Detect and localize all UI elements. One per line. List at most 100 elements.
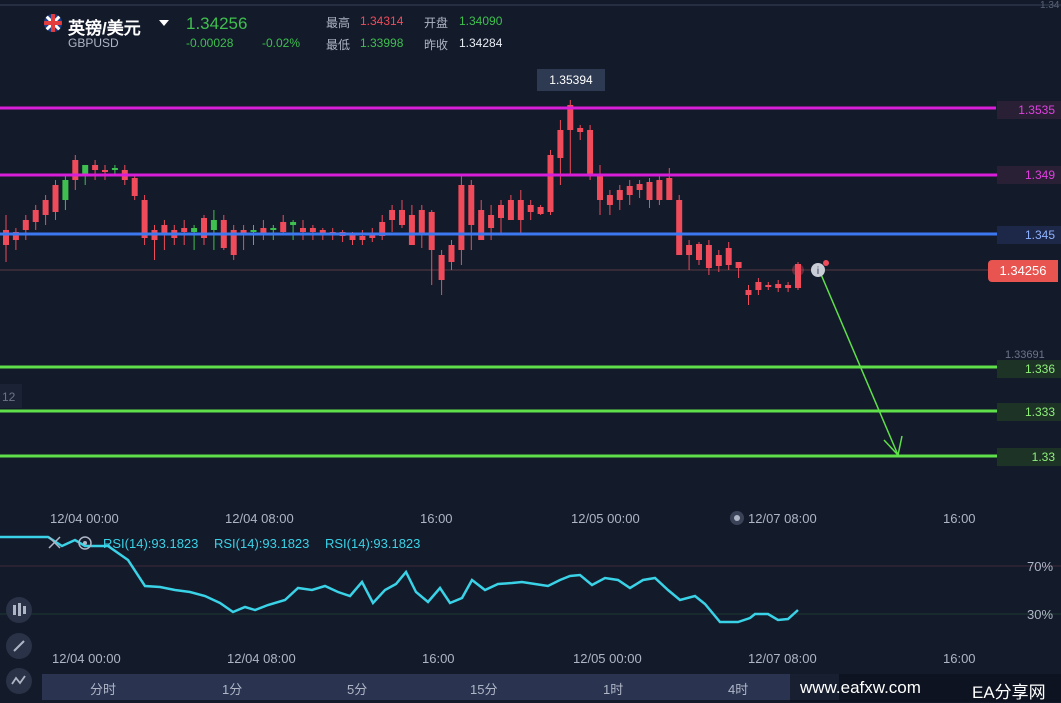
candle-body [656,180,663,200]
watermark-site: www.eafxw.com [800,678,921,697]
left-axis-cut-label: 12 [2,390,16,404]
watermark-brand: EA分享网 [972,683,1046,702]
candle-body [418,210,425,235]
timeframe-5m[interactable]: 5分 [347,682,368,697]
candle-body [230,230,237,255]
horizontal-price-lines[interactable] [0,106,997,458]
time-label-5: 12/07 08:00 [748,511,817,526]
candle-body [765,285,772,287]
candle-body [557,130,564,158]
rsi-legend-3: RSI(14):93.1823 [325,536,421,551]
rsi-time-label-2: 12/04 08:00 [227,651,296,666]
chevron-down-icon[interactable] [159,20,169,26]
crosshair-dot-icon[interactable] [730,511,744,525]
candle-body [349,235,356,240]
candle-body [62,180,69,200]
last-price: 1.34256 [186,14,248,33]
candle-body [646,182,653,200]
candle-body [92,165,99,170]
timeframe-1h[interactable]: 1时 [603,682,624,697]
rsi-legend-1: RSI(14):93.1823 [103,536,199,551]
low-tick-label: 1.33691 [1005,349,1045,361]
price-line-tag-4: 1.336 [997,360,1061,378]
prev-close-value: 1.34284 [459,36,503,50]
candle-body [676,200,683,255]
candle-body [102,170,108,172]
rsi-level-70: 70% [1027,559,1054,574]
rsi-level-30: 30% [1027,607,1054,622]
timeframe-bar [42,674,839,700]
rsi-time-label-5: 12/07 08:00 [748,651,817,666]
time-label-3: 16:00 [420,511,453,526]
candle-body [290,222,297,225]
candle-body [141,200,148,238]
candle-body [597,175,603,200]
candle-body [606,195,613,205]
candle-body [745,290,752,295]
prev-close-label: 昨收 [424,38,449,52]
high-label: 最高 [326,16,351,30]
candle-body [270,228,277,230]
svg-text:i: i [817,266,819,277]
candle-body [735,262,742,268]
timeframe-15m[interactable]: 15分 [470,682,498,697]
instrument-title[interactable]: 英镑/美元 [68,19,141,38]
candle-body [52,185,59,212]
candle-body [468,185,475,225]
candle-body [666,178,673,200]
info-marker-icon[interactable]: i [792,260,829,277]
candle-body [260,228,267,235]
candle-style-icon[interactable] [6,597,32,623]
candle-body [547,155,554,212]
candle-body [42,200,49,215]
candle-body [22,220,29,230]
uk-us-flag-icon [44,14,62,32]
draw-pen-icon[interactable] [6,633,32,659]
candle-body [527,205,534,212]
candle-body [3,230,9,245]
candle-body [82,165,89,175]
high-value: 1.34314 [360,14,404,28]
candle-body [577,128,584,132]
candle-body [72,160,79,180]
candle-body [448,245,455,262]
candle-body [359,236,366,240]
time-label-2: 12/04 08:00 [225,511,294,526]
rsi-settings-icon[interactable] [78,536,92,550]
candle-body [210,220,217,230]
rsi-time-label-3: 16:00 [422,651,455,666]
candle-body [428,212,435,250]
candle-body [715,255,722,266]
current-price-tag: 1.34256 [988,260,1058,282]
rsi-legend-2: RSI(14):93.1823 [214,536,310,551]
indicator-icon[interactable] [6,668,32,694]
candle-body [537,207,544,214]
timeframe-4h[interactable]: 4时 [728,682,749,697]
candle-body [705,245,712,268]
price-line-tag-3: 1.345 [997,226,1061,244]
candle-body [201,218,207,238]
candle-body [111,168,118,170]
rsi-time-label-6: 16:00 [943,651,976,666]
candle-body [785,285,792,288]
axis-cut-label: 1.34 [1040,0,1060,11]
candle-body [161,225,168,234]
candle-body [775,284,782,288]
open-label: 开盘 [424,16,449,30]
candle-body [686,245,693,255]
timeframe-tick[interactable]: 分时 [90,682,117,697]
price-line-tag-5: 1.333 [997,403,1061,421]
timeframe-1m[interactable]: 1分 [222,682,243,697]
forecast-arrow[interactable] [819,271,903,457]
candle-body [309,228,316,232]
candle-body [626,186,633,195]
candle-body [32,210,39,222]
candle-body [795,264,801,288]
candle-body [12,232,19,240]
rsi-close-icon[interactable] [48,536,61,549]
rsi-line [0,535,799,624]
candle-body [696,244,702,260]
candle-body [498,205,504,218]
price-change: -0.00028 [186,36,234,50]
